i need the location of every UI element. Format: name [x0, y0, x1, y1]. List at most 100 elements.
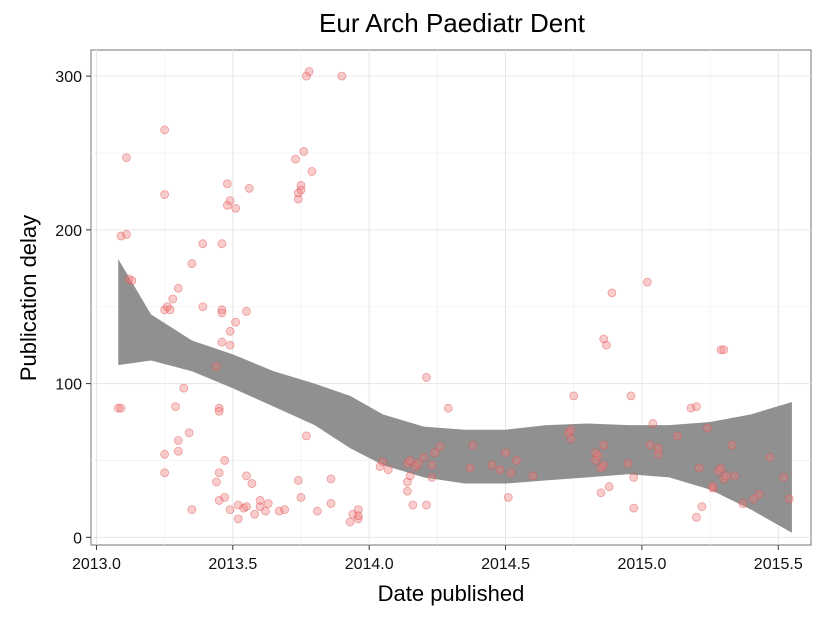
data-point [220, 456, 230, 465]
data-point [220, 492, 230, 502]
data-point [214, 468, 224, 478]
data-point [168, 294, 178, 304]
data-point [212, 477, 221, 487]
data-point [225, 326, 235, 336]
data-point [405, 471, 415, 481]
y-tick-label: 0 [73, 530, 82, 547]
data-point [602, 340, 611, 350]
data-point [422, 500, 431, 510]
data-point [280, 505, 290, 515]
data-point [730, 471, 740, 481]
data-point [255, 496, 265, 505]
y-axis-title: Publication delay [16, 215, 41, 381]
data-point [422, 373, 431, 382]
data-point [465, 463, 475, 473]
data-point [247, 479, 257, 488]
data-point [173, 283, 183, 293]
data-point [302, 71, 311, 81]
data-point [727, 440, 737, 450]
data-point [645, 440, 655, 450]
data-point [672, 431, 682, 441]
data-point [160, 125, 170, 135]
data-point [697, 502, 707, 511]
data-point [629, 503, 639, 513]
x-tick-label: 2013.0 [72, 556, 121, 573]
data-point [405, 456, 415, 465]
data-point [231, 317, 240, 327]
data-point [127, 276, 137, 285]
data-point [225, 196, 235, 206]
data-points-layer [113, 67, 794, 527]
data-point [719, 345, 729, 355]
data-point [304, 67, 314, 76]
data-point [122, 153, 131, 163]
data-point [217, 308, 227, 318]
data-point [528, 471, 538, 481]
data-point [296, 180, 306, 190]
data-point [607, 288, 617, 298]
data-point [222, 179, 232, 189]
data-point [754, 489, 764, 499]
data-point [503, 492, 513, 502]
data-point [291, 154, 300, 164]
data-point [435, 442, 445, 452]
x-tick-label: 2013.5 [208, 556, 257, 573]
data-point [430, 448, 440, 458]
data-point [214, 496, 224, 505]
data-point [124, 274, 134, 284]
data-point [427, 460, 437, 470]
data-point [599, 460, 609, 470]
data-point [187, 505, 197, 515]
data-point [173, 436, 183, 445]
data-point [261, 506, 270, 516]
data-point [427, 472, 437, 482]
data-point [419, 452, 429, 462]
data-point [165, 305, 175, 315]
data-point [495, 465, 505, 475]
data-point [116, 231, 126, 241]
data-point [738, 499, 748, 508]
data-point [692, 402, 701, 412]
data-point [487, 460, 497, 470]
x-tick-label: 2015.0 [617, 556, 666, 573]
data-point [242, 502, 251, 511]
data-point [326, 474, 336, 484]
data-point [569, 391, 579, 401]
data-point [214, 403, 224, 413]
data-point [345, 517, 355, 527]
data-point [233, 500, 243, 510]
data-point [116, 403, 126, 413]
data-point [179, 383, 189, 393]
data-point [784, 494, 794, 504]
data-point [593, 451, 603, 461]
y-tick-label: 100 [55, 377, 82, 394]
data-point [408, 500, 418, 510]
data-point [225, 505, 235, 515]
data-point [402, 486, 412, 496]
y-tick-label: 300 [55, 69, 82, 86]
x-axis-ticks: 2013.0 2013.5 2014.0 2014.5 2015.0 2015.5 [72, 545, 803, 573]
data-point [160, 449, 170, 459]
data-point [184, 428, 194, 438]
data-point [225, 340, 235, 350]
data-point [599, 440, 609, 450]
data-point [468, 440, 478, 450]
data-point [160, 190, 170, 199]
data-point [353, 514, 363, 524]
data-point [653, 449, 663, 459]
data-point [692, 512, 701, 522]
data-point [171, 402, 180, 412]
data-point [716, 345, 726, 355]
data-point [337, 71, 347, 81]
data-point [765, 452, 775, 462]
data-point [702, 423, 712, 433]
data-point [312, 506, 322, 516]
data-point [326, 499, 336, 508]
data-point [242, 471, 251, 481]
data-point [198, 239, 208, 249]
data-point [383, 465, 393, 475]
data-point [250, 509, 260, 519]
data-point [686, 403, 696, 413]
data-point [302, 431, 311, 441]
